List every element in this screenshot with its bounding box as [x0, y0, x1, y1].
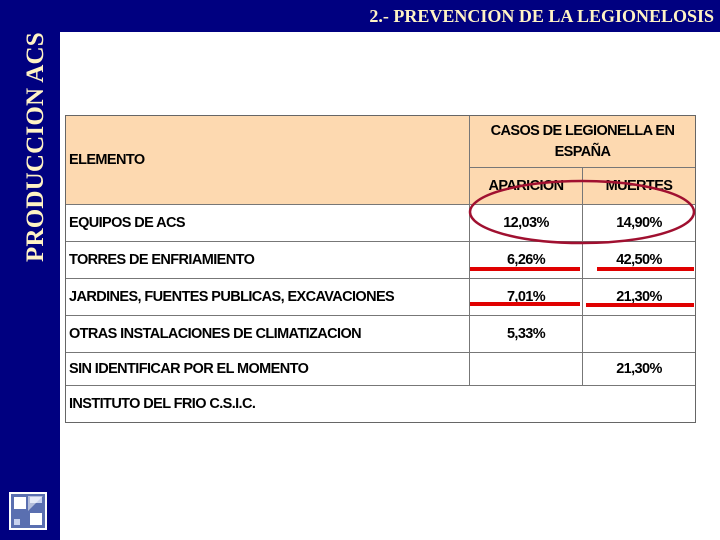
- header-aparicion-label: APARICION: [488, 178, 564, 194]
- table-cell-aparicion: 12,03%: [503, 215, 549, 231]
- table-row-element: TORRES DE ENFRIAMIENTO: [69, 252, 255, 268]
- header-muertes: MUERTES: [583, 168, 695, 204]
- table-row-element: EQUIPOS DE ACS: [69, 215, 186, 231]
- divider: [469, 116, 470, 385]
- divider: [66, 278, 695, 279]
- header-element: ELEMENTO: [66, 116, 469, 204]
- divider: [66, 204, 695, 205]
- header-group: CASOS DE LEGIONELLA EN ESPAÑA: [470, 116, 695, 167]
- table-row-element: SIN IDENTIFICAR POR EL MOMENTO: [69, 361, 309, 377]
- source-note: INSTITUTO DEL FRIO C.S.I.C.: [69, 396, 256, 412]
- header-group-label: CASOS DE LEGIONELLA EN ESPAÑA: [490, 122, 675, 160]
- divider: [66, 385, 695, 386]
- table-cell-muertes: 42,50%: [616, 252, 662, 268]
- slide-title: 2.- PREVENCION DE LA LEGIONELOSIS: [369, 6, 714, 26]
- section-title: PRODUCCION ACS: [22, 32, 49, 262]
- table-row-element: OTRAS INSTALACIONES DE CLIMATIZACION: [69, 326, 362, 342]
- table-cell-muertes: 21,30%: [616, 361, 662, 377]
- divider: [66, 241, 695, 242]
- divider: [582, 168, 583, 385]
- header-aparicion: APARICION: [470, 168, 582, 204]
- divider: [66, 315, 695, 316]
- table-cell-muertes: 21,30%: [616, 289, 662, 305]
- header-muertes-label: MUERTES: [605, 178, 673, 194]
- table-cell-aparicion: [470, 353, 582, 385]
- divider: [470, 167, 695, 168]
- table-cell-muertes: [583, 316, 695, 352]
- divider: [66, 352, 695, 353]
- table-cell-aparicion: 5,33%: [506, 326, 546, 342]
- sidebar: [0, 0, 60, 540]
- table-cell-aparicion: 6,26%: [506, 252, 546, 268]
- legionella-table: ELEMENTO CASOS DE LEGIONELLA EN ESPAÑA A…: [65, 115, 696, 423]
- table-cell-muertes: 14,90%: [616, 215, 662, 231]
- table-row-element: JARDINES, FUENTES PUBLICAS, EXCAVACIONES: [69, 289, 395, 305]
- header-bar: [60, 0, 720, 32]
- header-element-label: ELEMENTO: [69, 152, 145, 168]
- institution-logo-icon: [9, 492, 47, 530]
- table-cell-aparicion: 7,01%: [506, 289, 546, 305]
